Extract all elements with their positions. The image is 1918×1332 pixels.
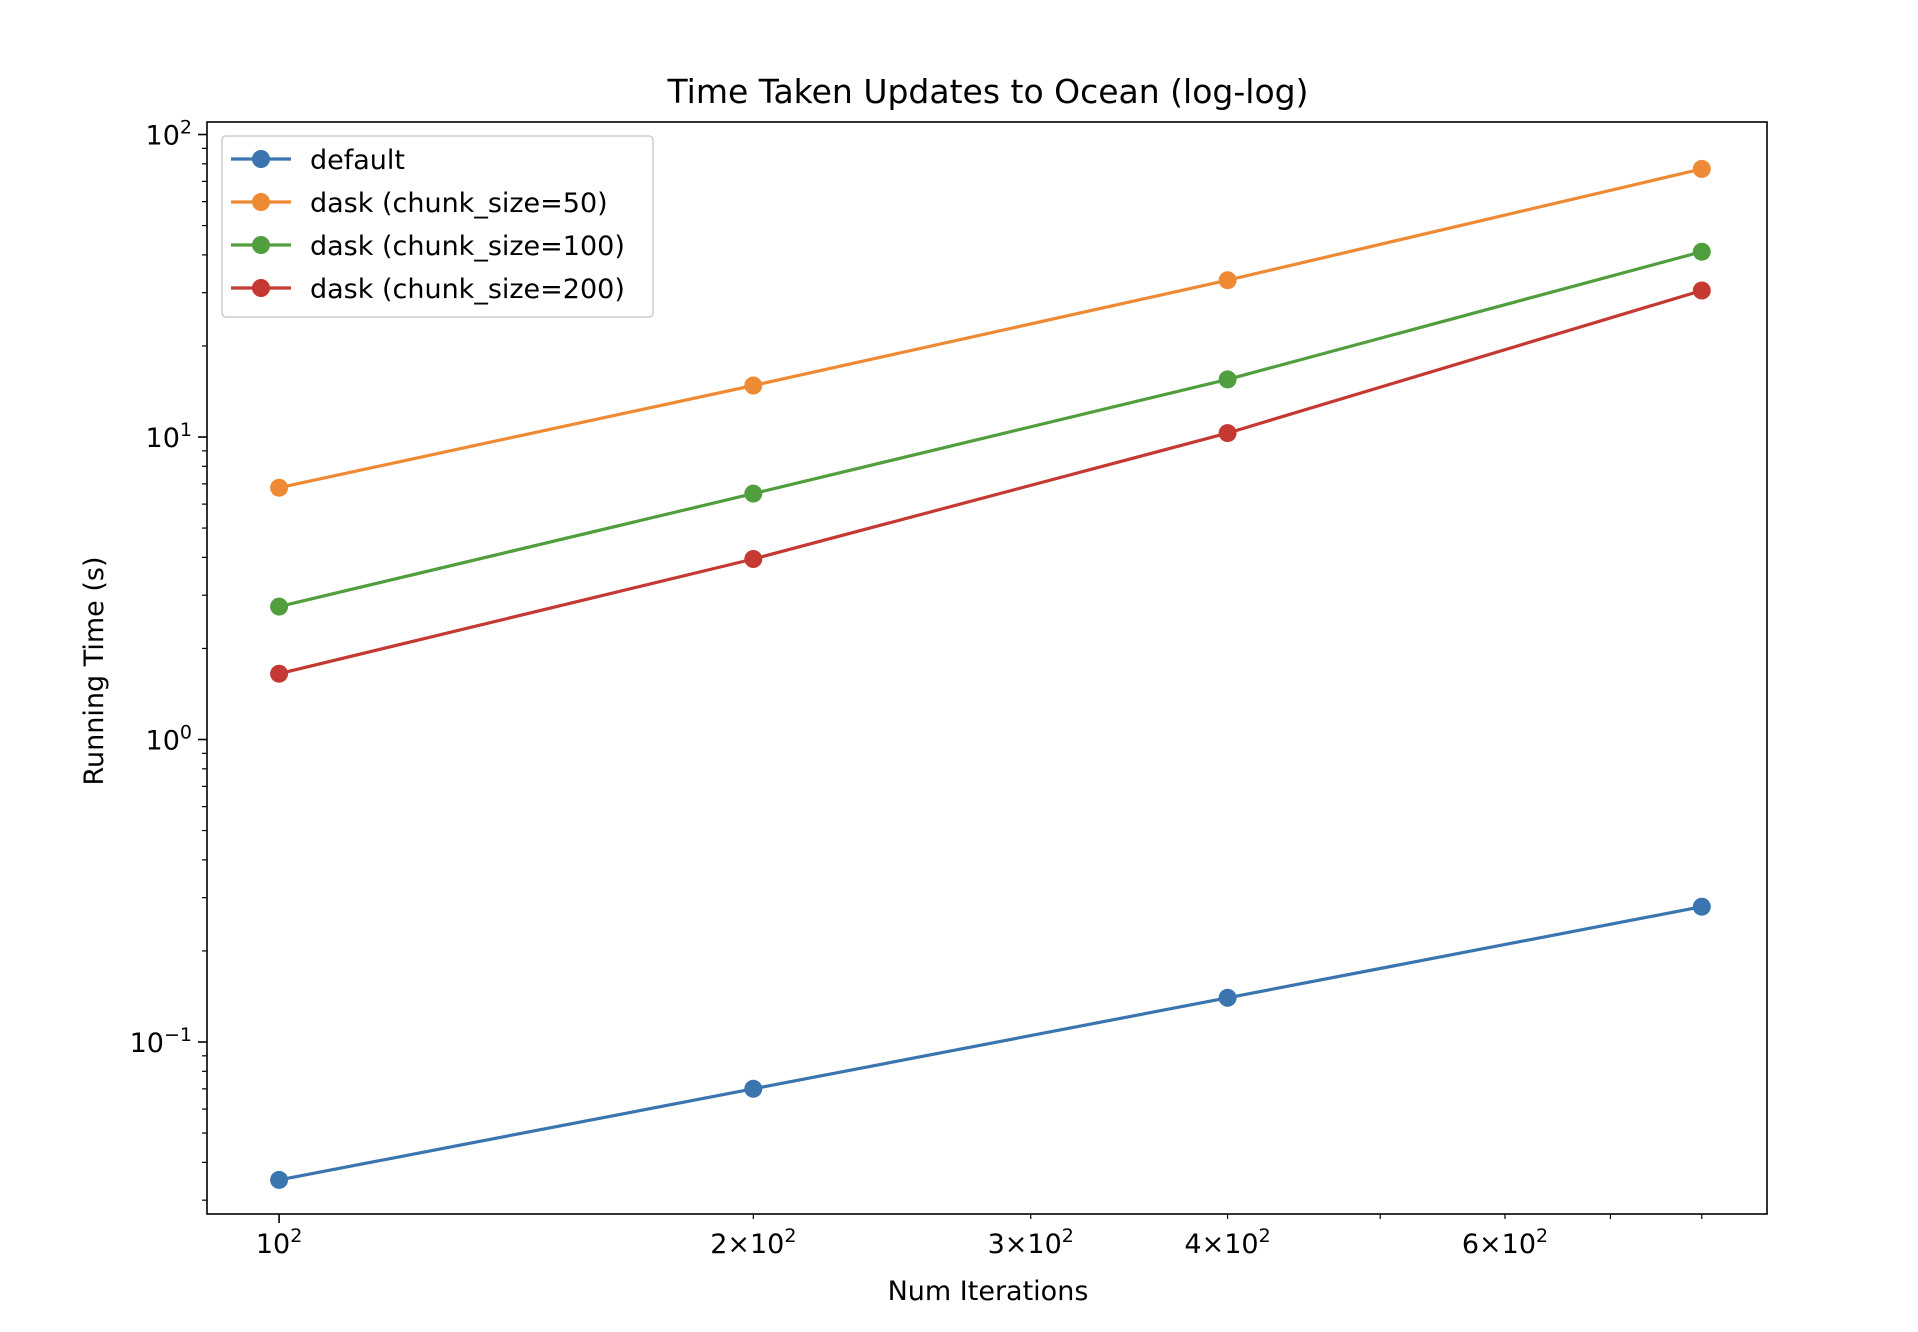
y-tick-label: 100 (146, 722, 192, 757)
series-3-point-3 (1218, 370, 1237, 389)
plot-area (270, 159, 1711, 1189)
series-2-point-1 (270, 478, 289, 497)
series-2-point-3 (1218, 271, 1237, 290)
legend-label-3: dask (chunk_size=100) (310, 231, 625, 262)
legend-marker-1 (252, 150, 270, 168)
legend-marker-4 (252, 279, 270, 297)
series-2-point-4 (1692, 159, 1711, 178)
series-3-point-4 (1692, 242, 1711, 261)
x-axis-label: Num Iterations (888, 1276, 1089, 1307)
y-tick-label: 10−1 (130, 1024, 192, 1059)
x-tick-label: 6×102 (1462, 1225, 1548, 1260)
axes: 102 2×102 3×102 4×102 6×102 10−1 100 101 102 (130, 117, 1768, 1260)
x-tick-label: 2×102 (710, 1225, 796, 1260)
series-1-point-1 (270, 1170, 289, 1189)
series-line-3 (278, 250, 1703, 609)
chart-title: Time Taken Updates to Ocean (log-log) (667, 72, 1309, 111)
series-3-point-1 (270, 597, 289, 616)
series-1-point-3 (1218, 988, 1237, 1007)
series-line-1 (278, 905, 1703, 1182)
legend-label-1: default (310, 145, 405, 176)
legend-marker-2 (252, 193, 270, 211)
axes-frame (206, 121, 1768, 1215)
legend-label-4: dask (chunk_size=200) (310, 274, 625, 305)
x-tick-label: 4×102 (1184, 1225, 1270, 1260)
y-axis-label: Running Time (s) (79, 556, 110, 785)
series-2-point-2 (744, 376, 763, 395)
legend-marker-3 (252, 236, 270, 254)
series-1-point-2 (744, 1079, 763, 1098)
series-4-point-3 (1218, 424, 1237, 443)
series-4-point-2 (744, 550, 763, 568)
y-tick-label: 101 (146, 419, 192, 454)
series-3-point-2 (744, 484, 763, 503)
series-1-point-4 (1692, 897, 1711, 916)
x-tick-label: 102 (256, 1225, 302, 1260)
y-tick-label: 102 (146, 117, 192, 152)
legend: default dask (chunk_size=50)dask (chunk_s… (221, 135, 654, 318)
x-tick-label: 3×102 (988, 1225, 1074, 1260)
legend-label-2: dask (chunk_size=50) (310, 188, 608, 219)
series-4-point-1 (270, 664, 289, 683)
series-4-point-4 (1692, 281, 1711, 300)
series-line-2 (278, 167, 1703, 490)
legend-box (221, 135, 654, 318)
series-line-4 (278, 288, 1703, 676)
